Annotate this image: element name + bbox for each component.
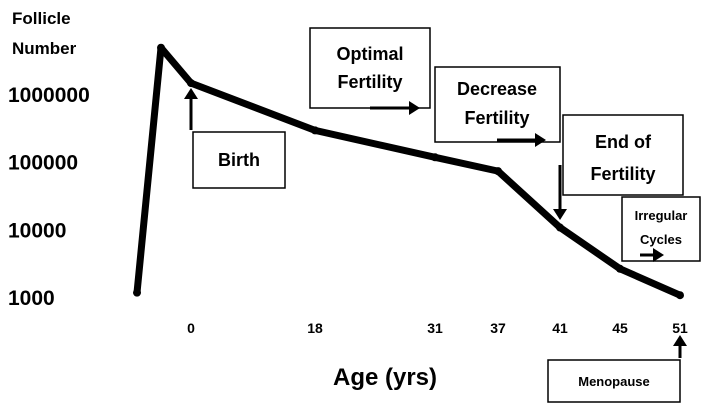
data-point (616, 264, 624, 273)
annotation-text: Menopause (578, 374, 650, 389)
annotation-text: Fertility (590, 164, 655, 184)
x-tick-label: 41 (552, 320, 568, 336)
data-point (133, 288, 141, 297)
series-layer (133, 43, 684, 300)
annotation-box: Birth (192, 131, 286, 189)
y-tick-label: 1000 (8, 287, 55, 310)
x-axis-ticks: 0 18 31 37 41 45 51 (187, 320, 688, 336)
y-tick-label: 1000000 (8, 84, 90, 107)
y-title-line-1: Follicle (12, 9, 71, 28)
data-point (676, 291, 684, 300)
annotation-arrow (184, 88, 198, 130)
annotation-frame (562, 114, 684, 196)
annotation-box: Optimal Fertility (309, 27, 431, 109)
data-point (311, 126, 319, 135)
annotation-text: Cycles (640, 232, 682, 247)
x-tick-label: 31 (427, 320, 443, 336)
annotation-frame (621, 196, 701, 262)
annotation-arrow (370, 101, 420, 115)
arrowhead-icon (653, 248, 664, 262)
x-tick-label: 45 (612, 320, 628, 336)
data-point (431, 153, 439, 162)
data-point (187, 79, 195, 88)
annotation-frame (547, 359, 681, 403)
annotation-box: Decrease Fertility (434, 66, 561, 143)
arrowhead-icon (673, 335, 687, 346)
arrowhead-icon (535, 133, 546, 147)
arrowhead-icon (409, 101, 420, 115)
arrowhead-icon (184, 88, 198, 99)
x-tick-label: 18 (307, 320, 323, 336)
annotation-text: Fertility (464, 108, 529, 128)
annotation-arrow (497, 133, 546, 147)
annotation-text: End of (595, 132, 652, 152)
x-tick-label: 0 (187, 320, 195, 336)
y-title-line-2: Number (12, 39, 77, 58)
x-tick-label: 37 (490, 320, 506, 336)
annotation-arrow (673, 335, 687, 358)
data-point (556, 223, 564, 232)
annotation-arrow (640, 248, 664, 262)
x-tick-label: 51 (672, 320, 688, 336)
y-tick-label: 100000 (8, 152, 78, 175)
annotation-text: Decrease (457, 79, 537, 99)
annotation-text: Optimal (336, 44, 403, 64)
annotation-arrow (553, 165, 567, 220)
x-axis-label: Age (yrs) (333, 364, 437, 391)
annotation-frame (309, 27, 431, 109)
annotation-text: Irregular (635, 208, 688, 223)
y-axis-ticks: 1000000 100000 10000 1000 (8, 84, 90, 310)
data-point (157, 43, 165, 52)
annotation-frame (192, 131, 286, 189)
annotation-box: Menopause (547, 359, 681, 403)
annotation-text: Fertility (337, 72, 402, 92)
annotation-box: End of Fertility (562, 114, 684, 196)
y-tick-label: 10000 (8, 219, 66, 242)
annotation-frame (434, 66, 561, 143)
annotation-text: Birth (218, 150, 260, 170)
annotation-box: Irregular Cycles (621, 196, 701, 262)
data-point (494, 167, 502, 176)
arrowhead-icon (553, 209, 567, 220)
